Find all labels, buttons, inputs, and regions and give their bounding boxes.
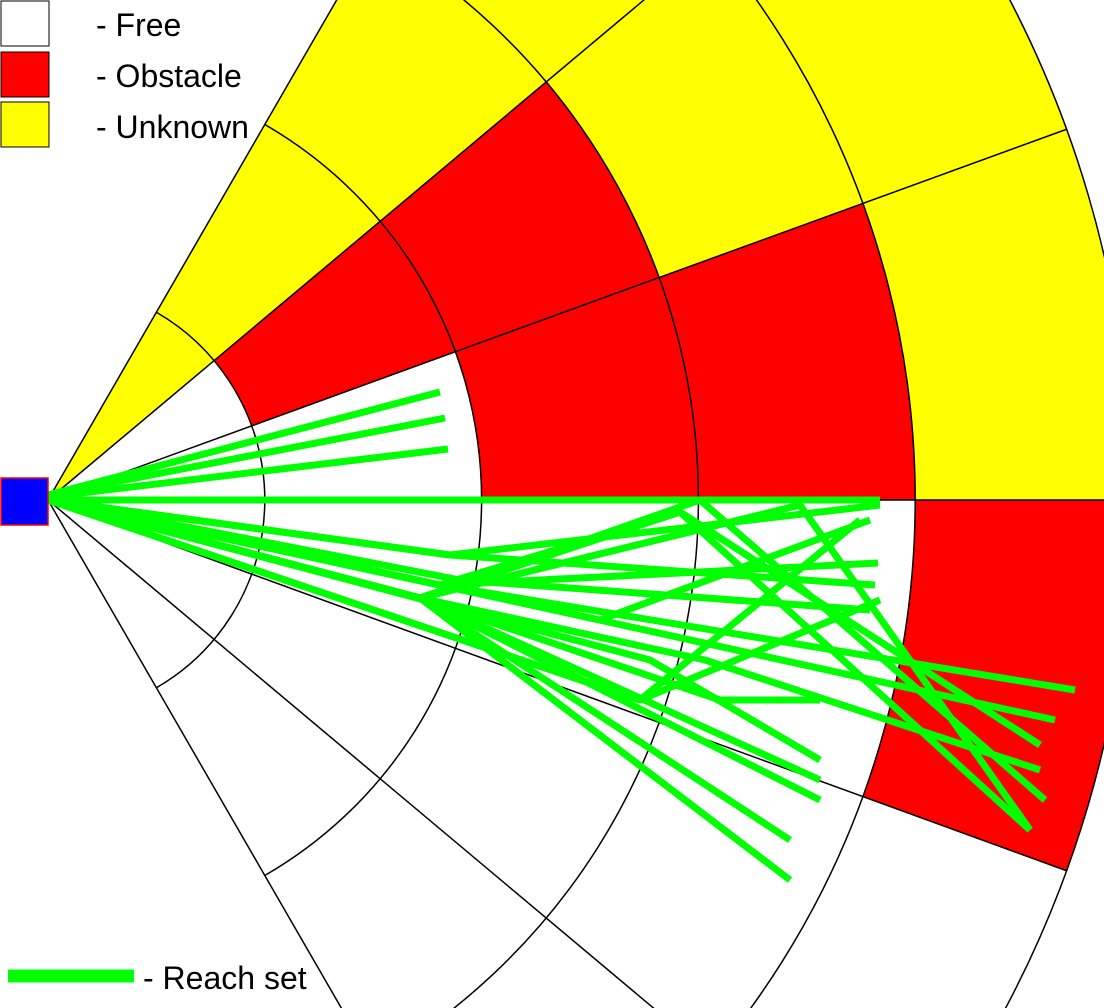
reach-set-path (46, 496, 863, 704)
grid-cell-free (380, 648, 660, 919)
reach-set-path (47, 414, 446, 499)
grid-cell-free (750, 796, 1067, 1008)
grid-cell-obstacle (214, 221, 456, 426)
reach-set-path (47, 496, 822, 764)
reach-set-paths (46, 388, 1076, 883)
legend-swatch-obstacle (0, 51, 50, 98)
grid-cell-unknown (156, 124, 381, 361)
reach-set-path (47, 496, 876, 589)
grid-cell-obstacle (455, 277, 699, 500)
grid-cell-unknown (546, 0, 863, 278)
grid-ray (47, 499, 343, 1008)
robot-square-icon (0, 477, 49, 526)
grid-cell-free (455, 500, 699, 723)
grid-cell-unknown (264, 0, 547, 222)
grid-cell-free (48, 500, 215, 688)
grid-cell-unknown (756, 0, 1067, 204)
grid-cell-unknown (862, 129, 1104, 500)
grid-cell-free (264, 778, 547, 1008)
legend-swatch-unknown (0, 101, 50, 148)
legend-swatch-free (0, 0, 50, 47)
polar-grid-cells (48, 0, 1104, 1008)
reach-set-path (47, 445, 449, 501)
grid-cell-free (156, 639, 381, 876)
grid-ray (47, 0, 646, 501)
grid-cell-free (546, 722, 863, 1008)
grid-cell-free (48, 500, 252, 640)
legend-label-unknown: - Unknown (96, 109, 249, 145)
legend-label-reach-set: - Reach set (143, 960, 307, 996)
grid-arc (749, 0, 916, 1008)
legend-label-free: - Free (96, 7, 181, 43)
grid-ray (47, 499, 655, 1008)
reach-set-path (47, 496, 872, 624)
grid-cell-unknown (463, 0, 644, 82)
grid-cell-free (48, 360, 252, 500)
grid-ray (47, 128, 1067, 501)
grid-cell-free (214, 574, 456, 779)
grid-cell-free (454, 918, 654, 1008)
grid-ray (47, 0, 338, 501)
grid-cell-obstacle (862, 500, 1104, 871)
legend-label-obstacle: - Obstacle (96, 58, 242, 94)
grid-cell-unknown (48, 312, 215, 500)
grid-cell-obstacle (380, 81, 660, 352)
reach-set-path (47, 388, 441, 499)
grid-cell-obstacle (659, 203, 916, 500)
legend: - Free - Obstacle - Unknown - Reach set (0, 0, 307, 996)
